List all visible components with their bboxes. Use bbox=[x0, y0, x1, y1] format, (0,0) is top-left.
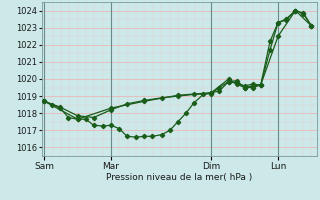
X-axis label: Pression niveau de la mer( hPa ): Pression niveau de la mer( hPa ) bbox=[106, 173, 252, 182]
